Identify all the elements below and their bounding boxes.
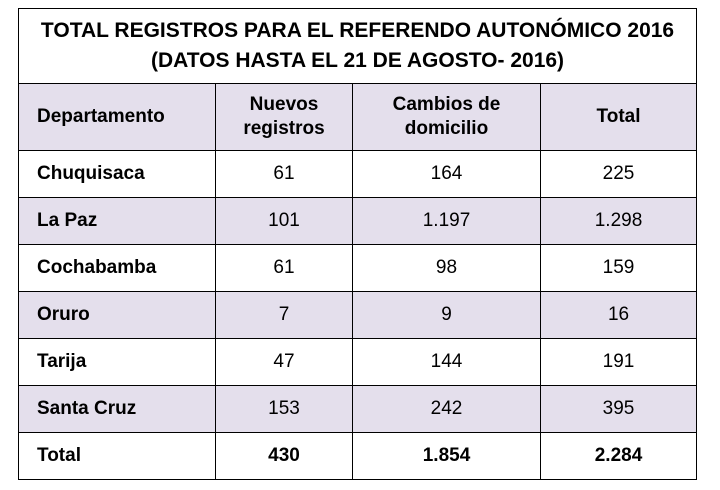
- table-row: Santa Cruz 153 242 395: [18, 385, 698, 433]
- nuevos-registros-cell: 153: [215, 385, 353, 433]
- data-table-wrapper: TOTAL REGISTROS PARA EL REFERENDO AUTONÓ…: [17, 8, 698, 480]
- department-cell: Tarija: [18, 338, 216, 386]
- column-header-cambios-line-1: Cambios de: [392, 94, 501, 115]
- totals-cambios-cell: 1.854: [352, 432, 541, 480]
- registros-table: TOTAL REGISTROS PARA EL REFERENDO AUTONÓ…: [17, 8, 698, 480]
- nuevos-registros-cell: 47: [215, 338, 353, 386]
- totals-total-cell: 2.284: [539, 432, 698, 480]
- nuevos-registros-cell: 7: [215, 291, 353, 339]
- total-cell: 225: [539, 150, 698, 198]
- nuevos-registros-cell: 61: [215, 150, 353, 198]
- table-row: La Paz 101 1.197 1.298: [18, 197, 698, 245]
- total-cell: 395: [539, 385, 698, 433]
- table-title-line-1: TOTAL REGISTROS PARA EL REFERENDO AUTONÓ…: [40, 19, 675, 42]
- column-header-nuevos-registros: Nuevos registros: [215, 83, 353, 151]
- department-cell: Cochabamba: [18, 244, 216, 292]
- table-row: Chuquisaca 61 164 225: [18, 150, 698, 198]
- cambios-domicilio-cell: 98: [352, 244, 541, 292]
- cambios-domicilio-cell: 164: [352, 150, 541, 198]
- column-header-nuevos-line-1: Nuevos: [249, 94, 319, 115]
- table-row: Tarija 47 144 191: [18, 338, 698, 386]
- cambios-domicilio-cell: 1.197: [352, 197, 541, 245]
- cambios-domicilio-cell: 144: [352, 338, 541, 386]
- table-title: TOTAL REGISTROS PARA EL REFERENDO AUTONÓ…: [17, 8, 698, 84]
- cambios-domicilio-cell: 9: [352, 291, 541, 339]
- table-title-line-2: (DATOS HASTA EL 21 DE AGOSTO- 2016): [150, 49, 565, 72]
- table-row: Cochabamba 61 98 159: [18, 244, 698, 292]
- column-header-cambios-line-2: domicilio: [404, 118, 489, 139]
- column-header-departamento-text: Departamento: [37, 106, 165, 127]
- cambios-domicilio-cell: 242: [352, 385, 541, 433]
- total-cell: 159: [539, 244, 698, 292]
- total-cell: 16: [539, 291, 698, 339]
- total-cell: 1.298: [539, 197, 698, 245]
- department-cell: Santa Cruz: [18, 385, 216, 433]
- column-header-cambios-domicilio: Cambios de domicilio: [352, 83, 541, 151]
- nuevos-registros-cell: 61: [215, 244, 353, 292]
- column-header-nuevos-line-2: registros: [243, 118, 325, 139]
- department-cell: Oruro: [18, 291, 216, 339]
- column-header-total: Total: [539, 83, 698, 151]
- table-body: Chuquisaca 61 164 225 La Paz 101 1.197 1…: [18, 150, 698, 480]
- table-row: Oruro 7 9 16: [18, 291, 698, 339]
- total-cell: 191: [539, 338, 698, 386]
- totals-label-cell: Total: [18, 432, 216, 480]
- column-header-total-text: Total: [596, 106, 641, 127]
- nuevos-registros-cell: 101: [215, 197, 353, 245]
- totals-nuevos-cell: 430: [215, 432, 353, 480]
- department-cell: La Paz: [18, 197, 216, 245]
- header-row: Departamento Nuevos registros Cambios de…: [18, 83, 698, 151]
- totals-row: Total 430 1.854 2.284: [18, 432, 698, 480]
- column-header-departamento: Departamento: [18, 83, 216, 151]
- department-cell: Chuquisaca: [18, 150, 216, 198]
